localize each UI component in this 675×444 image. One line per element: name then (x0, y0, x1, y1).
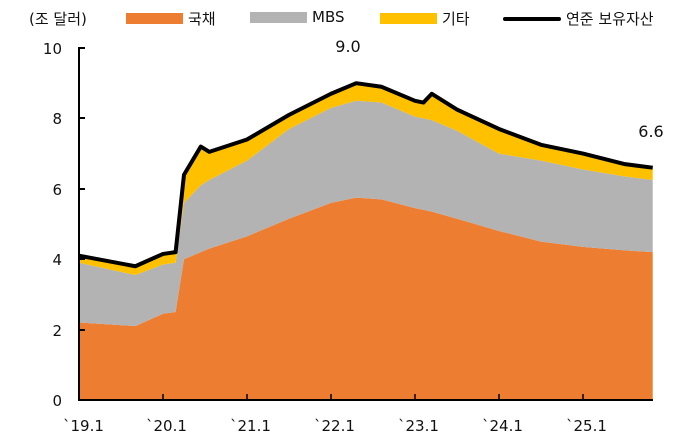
x-tick-22: `22.1 (314, 417, 355, 435)
y-tick-8: 8 (52, 110, 62, 128)
area-MBS (79, 100, 653, 327)
legend-item-treasury: 국채 (126, 8, 216, 29)
x-tick-19: `19.1 (63, 417, 104, 435)
mbs-swatch (250, 11, 307, 23)
fed-assets-line-swatch (503, 16, 561, 21)
legend-label-other: 기타 (442, 10, 470, 28)
y-axis: 10 8 6 4 2 0 (43, 40, 85, 410)
x-tick-25: `25.1 (566, 417, 607, 435)
other-swatch (380, 13, 437, 24)
fed-assets-line (78, 81, 653, 269)
y-tick-6: 6 (52, 181, 62, 199)
fed-assets-line-path (78, 81, 653, 269)
x-tick-24: `24.1 (482, 417, 523, 435)
legend-label-treasury: 국채 (188, 10, 216, 28)
x-tick-20: `20.1 (146, 417, 187, 435)
x-tick-23: `23.1 (398, 417, 439, 435)
area-국채 (79, 197, 653, 400)
legend-item-mbs: MBS (250, 8, 345, 26)
legend-item-fed-assets: 연준 보유자산 (503, 8, 654, 29)
treasury-swatch (126, 13, 183, 24)
chart-legend: (조 달러) 국채 MBS 기타 연준 보유자산 (0, 4, 675, 30)
legend-item-other: 기타 (380, 8, 470, 29)
unit-label: (조 달러) (29, 10, 87, 28)
x-tick-21: `21.1 (230, 417, 271, 435)
y-tick-10: 10 (43, 40, 62, 58)
y-tick-0: 0 (52, 392, 62, 410)
x-axis: `19.1 `20.1 `21.1 `22.1 `23.1 `24.1 `25.… (63, 394, 653, 435)
stacked-areas (79, 83, 653, 400)
legend-label-mbs: MBS (312, 8, 345, 26)
legend-label-fed-assets: 연준 보유자산 (566, 10, 654, 28)
area-기타 (79, 83, 653, 276)
latest-annotation: 6.6 (638, 122, 663, 141)
y-tick-4: 4 (52, 251, 62, 269)
peak-annotation: 9.0 (335, 37, 360, 56)
y-tick-2: 2 (52, 322, 62, 340)
